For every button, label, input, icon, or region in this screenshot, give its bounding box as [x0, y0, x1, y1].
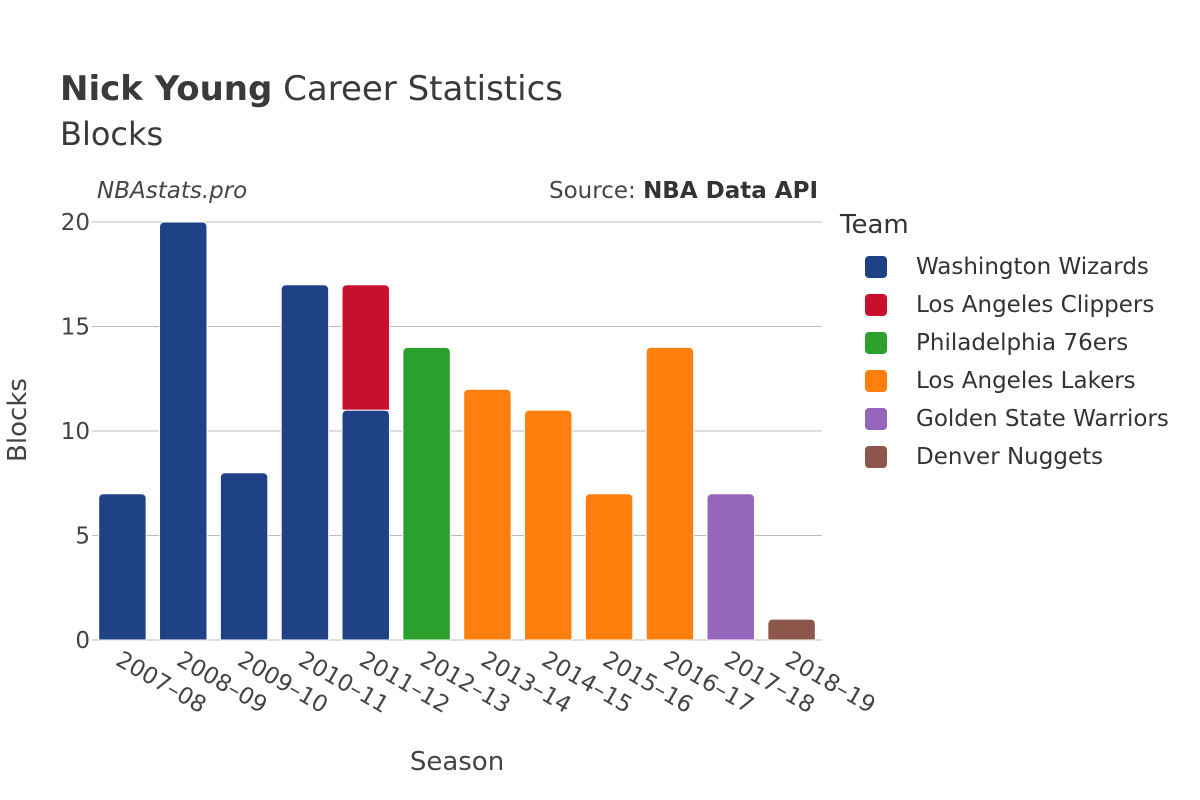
bar-2012–13-philadelphia-76ers: [402, 346, 451, 641]
bar-2007–08-washington-wizards: [98, 493, 147, 641]
legend-swatch: [865, 370, 887, 392]
legend-swatch: [865, 408, 887, 430]
legend-label: Denver Nuggets: [916, 444, 1104, 470]
bar-2011–12-washington-wizards: [341, 409, 390, 641]
legend-label: Washington Wizards: [916, 254, 1149, 280]
bar-2015–16-los-angeles-lakers: [584, 493, 634, 641]
legend-label: Los Angeles Clippers: [916, 292, 1155, 318]
legend-item[interactable]: Golden State Warriors: [840, 400, 1169, 438]
legend-item[interactable]: Los Angeles Lakers: [840, 362, 1169, 400]
legend-swatch: [865, 256, 887, 278]
source-name: NBA Data API: [643, 178, 818, 204]
y-axis-label: Blocks: [3, 378, 33, 462]
legend: Team Washington Wizards Los Angeles Clipp…: [840, 210, 1169, 476]
x-axis-label: Season: [410, 747, 504, 777]
chart-subtitle: Blocks: [60, 115, 164, 153]
bar-2014–15-los-angeles-lakers: [524, 409, 573, 641]
source-credit: Source: NBA Data API: [549, 178, 818, 204]
legend-label: Los Angeles Lakers: [916, 368, 1136, 394]
legend-item[interactable]: Denver Nuggets: [840, 438, 1169, 476]
source-prefix: Source:: [549, 178, 644, 204]
y-tick-labels: 0 5 10 15 20: [61, 210, 90, 654]
bar-2018–19-denver-nuggets: [767, 618, 816, 641]
x-tick-labels: 2007–082008–092009–102010–112011–122012–…: [111, 647, 879, 719]
legend-item[interactable]: Philadelphia 76ers: [840, 324, 1169, 362]
y-tick-label: 5: [75, 524, 90, 550]
site-credit: NBAstats.pro: [97, 178, 248, 204]
legend-label: Golden State Warriors: [916, 406, 1169, 432]
legend-swatch: [865, 446, 887, 468]
legend-swatch: [865, 294, 887, 316]
bar-2009–10-washington-wizards: [219, 472, 269, 641]
bar-2017–18-golden-state-warriors: [706, 493, 755, 641]
legend-title: Team: [840, 210, 909, 240]
bars: [98, 221, 816, 641]
y-tick-label: 10: [61, 419, 90, 445]
title-rest: Career Statistics: [283, 69, 563, 109]
legend-items: Washington Wizards Los Angeles Clippers Ph…: [840, 248, 1169, 476]
legend-swatch: [865, 332, 887, 354]
y-tick-label: 0: [75, 628, 90, 654]
y-tick-label: 20: [61, 210, 90, 236]
y-tick-label: 15: [61, 315, 90, 341]
bar-2016–17-los-angeles-lakers: [645, 346, 695, 641]
bar-2011–12-los-angeles-clippers: [341, 284, 390, 411]
title-player: Nick Young: [60, 69, 273, 109]
legend-label: Philadelphia 76ers: [916, 330, 1129, 356]
bar-2013–14-los-angeles-lakers: [463, 388, 512, 641]
legend-item[interactable]: Los Angeles Clippers: [840, 286, 1169, 324]
bar-2008–09-washington-wizards: [159, 221, 208, 641]
bar-2010–11-washington-wizards: [280, 284, 330, 641]
chart-title: Nick Young Career Statistics: [60, 68, 563, 110]
legend-item[interactable]: Washington Wizards: [840, 248, 1169, 286]
grid-lines: [92, 221, 822, 641]
